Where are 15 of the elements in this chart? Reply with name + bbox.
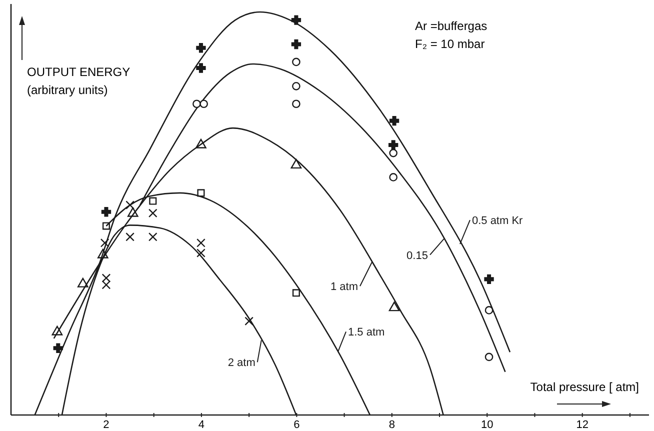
series-label: 1 atm — [330, 281, 358, 294]
series-label: 2 atm — [228, 357, 256, 370]
x-tick-label: 8 — [388, 419, 395, 431]
x-tick-label: 12 — [576, 419, 588, 431]
x-tick-label: 2 — [103, 419, 110, 431]
x-tick-label: 6 — [294, 419, 300, 431]
y-axis-title: OUTPUT ENERGY (arbitrary units) — [27, 65, 130, 97]
x-tick-label: 4 — [198, 419, 205, 431]
series-label: 1.5 atm — [348, 326, 385, 339]
annotation: Ar =buffergas — [415, 19, 488, 33]
annotation: F₂ = 10 mbar — [415, 37, 485, 51]
x-axis-title: Total pressure [ atm] — [530, 380, 639, 394]
x-tick-label: 10 — [480, 419, 494, 431]
series-label: 0.15 — [406, 250, 428, 262]
series-label: 0.5 atm Kr — [472, 215, 524, 228]
